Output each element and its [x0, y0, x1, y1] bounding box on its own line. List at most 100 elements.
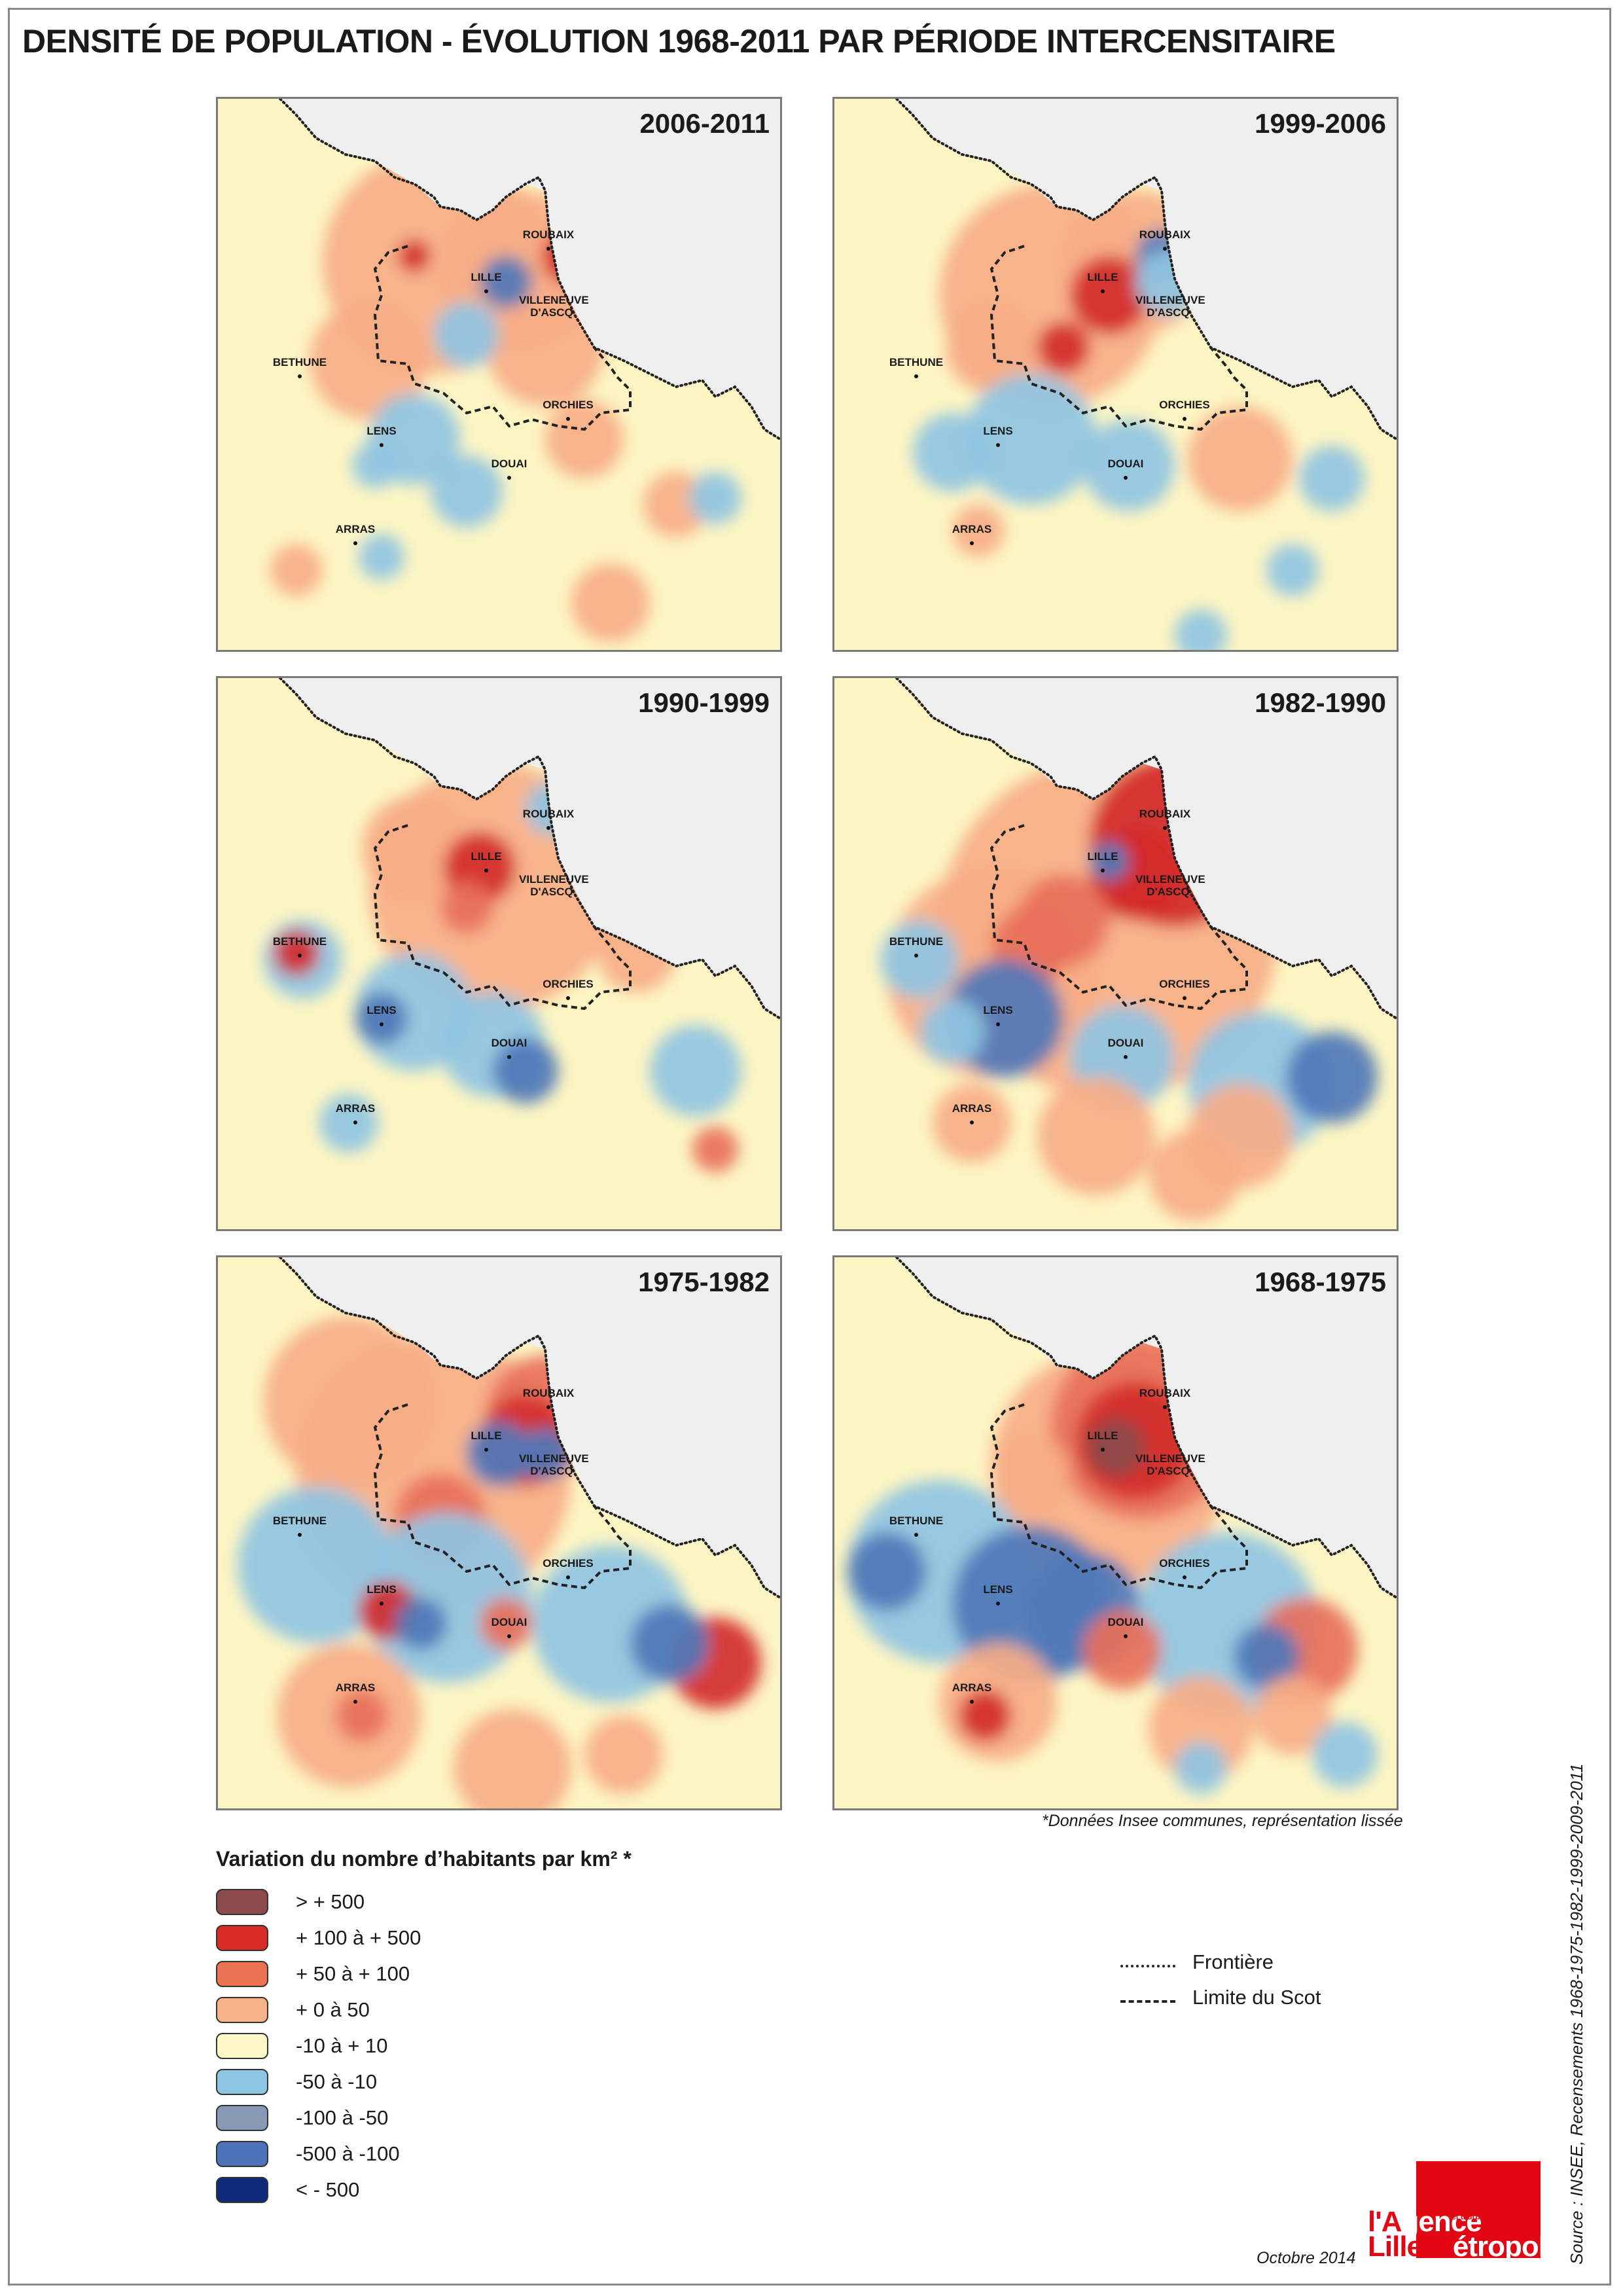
city-dot: [1101, 869, 1105, 872]
city-label-villeneuve: VILLENEUVE D'ASCQ: [1135, 873, 1205, 898]
period-label: 1999-2006: [1255, 108, 1386, 139]
city-label-lens: LENS: [965, 1583, 1031, 1608]
belgium-area: [897, 678, 1397, 1018]
city-dot: [566, 417, 570, 421]
city-label-lille: LILLE: [1070, 271, 1135, 296]
city-dot: [996, 1602, 1000, 1605]
city-label-lens: LENS: [349, 1583, 414, 1608]
scot-boundary: [373, 1403, 632, 1590]
logo-line-2: Lille Métropole: [1368, 2231, 1561, 2263]
density-blob: [1175, 609, 1227, 650]
city-label-bethune: BETHUNE: [267, 935, 332, 960]
city-dot: [380, 1602, 383, 1605]
city-label-lens: LENS: [965, 425, 1031, 450]
legend-swatch: [216, 2033, 268, 2059]
city-name: ARRAS: [335, 1102, 376, 1115]
legend-swatch: [216, 1925, 268, 1951]
frontier-line: [279, 678, 780, 1020]
city-label-bethune: BETHUNE: [883, 1515, 949, 1539]
density-blob: [336, 1689, 388, 1742]
city-label-arras: ARRAS: [323, 523, 388, 548]
logo-sub-1: de développement: [1452, 2204, 1521, 2213]
city-label-douai: DOUAI: [476, 1616, 542, 1641]
logo-line-1: l'Agence de développement et d'urbanisme d…: [1368, 2204, 1520, 2238]
frontiere-line-sample: [1120, 1965, 1175, 1967]
period-label: 2006-2011: [639, 108, 770, 139]
density-blob: [1090, 842, 1129, 881]
city-label-lens: LENS: [349, 425, 414, 450]
agence-logo: l'Agence de développement et d'urbanisme d…: [1368, 2161, 1561, 2263]
city-label-villeneuve: VILLENEUVE D'ASCQ: [519, 873, 589, 898]
density-map: [218, 678, 780, 1229]
date: Octobre 2014: [1257, 2249, 1356, 2267]
city-name-line: VILLENEUVE: [519, 873, 589, 886]
city-dot: [1101, 1448, 1105, 1452]
city-name-line: VILLENEUVE: [519, 1452, 589, 1465]
city-label-roubaix: ROUBAIX: [516, 808, 581, 833]
frontier-line: [279, 1257, 780, 1599]
legend-swatch: [216, 2105, 268, 2131]
city-name-line: VILLENEUVE: [519, 294, 589, 306]
city-dot: [546, 247, 550, 251]
map-panel-1975-1982: 1975-1982 ROUBAIX LILLE VILLENEUVE D'ASCQ BET…: [216, 1255, 782, 1810]
city-dot: [353, 1121, 357, 1124]
city-dot: [1163, 826, 1167, 830]
city-dot: [353, 1700, 357, 1704]
legend-swatch: [216, 1889, 268, 1915]
density-blob: [355, 992, 408, 1045]
density-blob: [270, 544, 323, 596]
density-blob: [946, 302, 1037, 393]
density-blob: [480, 256, 532, 308]
density-blob: [1037, 321, 1090, 374]
belgium-area: [280, 99, 780, 439]
scot-label: Limite du Scot: [1192, 1986, 1321, 2009]
city-name: ARRAS: [952, 1681, 992, 1694]
city-label-roubaix: ROUBAIX: [516, 1387, 581, 1412]
city-dot: [996, 1022, 1000, 1026]
city-label-arras: ARRAS: [323, 1681, 388, 1706]
city-label-roubaix: ROUBAIX: [1132, 1387, 1198, 1412]
city-name: LENS: [366, 1583, 397, 1596]
density-map: [834, 678, 1397, 1229]
legend-swatch: [216, 1961, 268, 1987]
legend-swatch: [216, 2141, 268, 2167]
data-note: *Données Insee communes, représentation …: [1042, 1812, 1403, 1830]
city-label-arras: ARRAS: [939, 523, 1005, 548]
legend-swatch: [216, 2177, 268, 2203]
legend-label: -100 à -50: [296, 2106, 389, 2129]
city-dot: [353, 541, 357, 545]
legend-label: < - 500: [296, 2178, 360, 2201]
city-dot: [1183, 417, 1186, 421]
city-dot: [1101, 289, 1105, 293]
legend-label: > + 500: [296, 1890, 365, 1913]
city-dot: [507, 476, 511, 480]
city-dot: [298, 954, 302, 958]
city-dot: [1163, 1405, 1167, 1409]
density-blob: [1312, 1722, 1378, 1787]
density-blob: [1037, 1077, 1155, 1195]
city-label-lens: LENS: [965, 1004, 1031, 1029]
city-label-villeneuve: VILLENEUVE D'ASCQ: [1135, 1452, 1205, 1477]
density-map: [218, 99, 780, 650]
frontier-line: [895, 99, 1397, 440]
density-blob: [467, 1421, 532, 1486]
density-blob: [1083, 1611, 1162, 1689]
city-label-douai: DOUAI: [1093, 457, 1158, 482]
city-dot: [914, 1533, 918, 1537]
density-blob: [965, 374, 1096, 505]
city-label-villeneuve: VILLENEUVE D'ASCQ: [519, 294, 589, 319]
city-name-line: VILLENEUVE: [1135, 294, 1205, 306]
city-name-line: D'ASCQ: [1147, 886, 1190, 898]
city-name: ROUBAIX: [1139, 1387, 1191, 1399]
city-dot: [970, 1121, 974, 1124]
density-blob: [1188, 406, 1293, 511]
density-blob: [395, 1598, 447, 1650]
city-name: DOUAI: [491, 457, 527, 470]
city-name: ORCHIES: [543, 1557, 594, 1570]
density-blob: [1286, 1031, 1378, 1123]
city-dot: [566, 996, 570, 1000]
city-label-bethune: BETHUNE: [267, 356, 332, 381]
density-blob: [584, 1715, 663, 1794]
city-dot: [484, 1448, 488, 1452]
density-blob: [352, 442, 398, 488]
